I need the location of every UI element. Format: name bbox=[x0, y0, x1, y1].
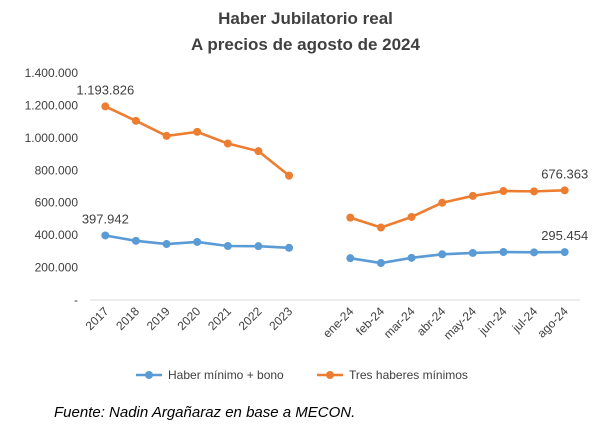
x-tick-label: 2020 bbox=[175, 304, 204, 333]
data-point bbox=[254, 147, 263, 156]
data-point bbox=[254, 242, 263, 251]
data-point bbox=[162, 240, 171, 249]
data-point bbox=[131, 236, 140, 245]
data-point bbox=[346, 254, 355, 263]
data-point bbox=[438, 198, 447, 207]
series-line-tres-haberes bbox=[104, 105, 290, 177]
chart-title-block: Haber Jubilatorio real A precios de agos… bbox=[0, 6, 611, 58]
series-line-haber-minimo-bono bbox=[350, 250, 565, 265]
data-label: 676.363 bbox=[541, 166, 588, 181]
data-point bbox=[468, 191, 477, 200]
data-point bbox=[499, 187, 508, 196]
y-tick-label: 1.400.000 bbox=[25, 66, 79, 80]
x-tick-label: mar-24 bbox=[381, 304, 418, 341]
x-tick-label: 2019 bbox=[144, 304, 173, 333]
data-point bbox=[346, 213, 355, 222]
data-point bbox=[285, 171, 294, 180]
data-point bbox=[530, 187, 539, 196]
data-point bbox=[407, 253, 416, 262]
legend-label: Tres haberes mínimos bbox=[349, 368, 468, 382]
data-point bbox=[193, 237, 202, 246]
data-label: 1.193.826 bbox=[76, 82, 134, 97]
x-tick-label: may-24 bbox=[441, 304, 479, 342]
y-tick-label: 200.000 bbox=[35, 261, 79, 275]
y-tick-label: 400.000 bbox=[35, 228, 79, 242]
y-tick-label: 800.000 bbox=[35, 163, 79, 177]
data-label: 295.454 bbox=[541, 228, 588, 243]
y-tick-label: 1.000.000 bbox=[25, 131, 79, 145]
source-note: Fuente: Nadin Argañaraz en base a MECON. bbox=[54, 404, 356, 421]
x-tick-label: 2022 bbox=[236, 304, 265, 333]
data-point bbox=[162, 131, 171, 140]
x-tick-label: jun-24 bbox=[475, 304, 509, 338]
data-point bbox=[560, 186, 569, 195]
legend-label: Haber mínimo + bono bbox=[168, 368, 284, 382]
data-point bbox=[560, 248, 569, 257]
series-line-tres-haberes bbox=[349, 189, 565, 229]
legend-marker bbox=[326, 371, 334, 379]
data-point bbox=[101, 231, 110, 240]
y-tick-label: 600.000 bbox=[35, 196, 79, 210]
x-tick-label: 2021 bbox=[205, 304, 234, 333]
x-tick-label: 2018 bbox=[113, 304, 142, 333]
x-tick-label: ene-24 bbox=[320, 304, 357, 341]
chart-title: Haber Jubilatorio real bbox=[218, 9, 393, 28]
legend-marker bbox=[145, 371, 153, 379]
data-point bbox=[223, 139, 232, 148]
x-tick-label: 2017 bbox=[83, 304, 112, 333]
data-point bbox=[223, 242, 232, 251]
data-point bbox=[407, 212, 416, 221]
data-point bbox=[499, 248, 508, 257]
x-tick-label: 2023 bbox=[266, 304, 295, 333]
chart-subtitle: A precios de agosto de 2024 bbox=[191, 35, 420, 54]
data-point bbox=[285, 243, 294, 252]
data-point bbox=[376, 259, 385, 268]
y-tick-label: 1.200.000 bbox=[25, 98, 79, 112]
data-point bbox=[438, 250, 447, 259]
y-tick-label: - bbox=[74, 293, 78, 307]
x-tick-label: ago-24 bbox=[534, 304, 571, 341]
data-point bbox=[101, 102, 110, 111]
data-point bbox=[376, 223, 385, 232]
data-point bbox=[193, 127, 202, 136]
data-point bbox=[131, 116, 140, 125]
data-point bbox=[530, 248, 539, 257]
data-label: 397.942 bbox=[82, 211, 129, 226]
data-point bbox=[468, 248, 477, 257]
